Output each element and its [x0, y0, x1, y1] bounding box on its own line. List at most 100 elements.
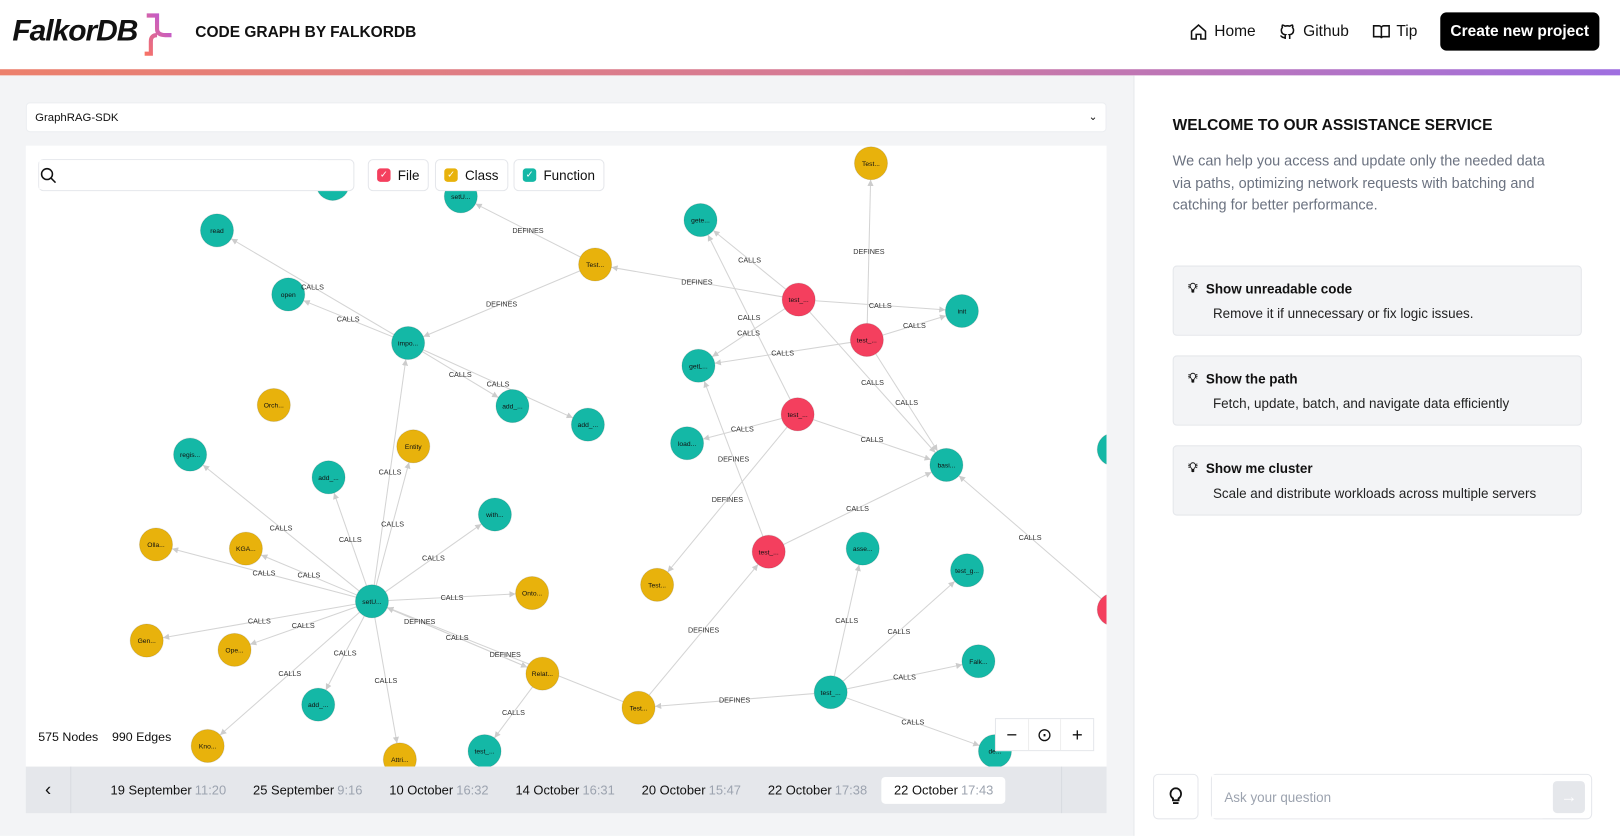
graph-node-class[interactable] [228, 531, 263, 566]
graph-node-file[interactable] [780, 397, 815, 432]
graph-edge[interactable] [333, 492, 367, 586]
graph-edge[interactable] [846, 697, 980, 747]
send-button[interactable]: → [1552, 781, 1585, 814]
graph-edge[interactable] [373, 359, 409, 586]
graph-node-class[interactable] [525, 656, 560, 691]
graph-node-function[interactable] [467, 734, 502, 767]
project-select[interactable]: GraphRAG-SDK ⌄ [25, 102, 1107, 133]
tips-button[interactable] [1153, 773, 1199, 820]
graph-edge[interactable] [202, 464, 360, 592]
graph-node-file[interactable] [1096, 593, 1107, 626]
graph-node-function[interactable] [813, 675, 848, 710]
timeline-commit[interactable]: 19 September 11:20 [98, 776, 238, 803]
timeline-commit[interactable]: 22 October 17:38 [755, 776, 879, 803]
graph-node-function[interactable] [311, 460, 346, 495]
question-input[interactable] [1211, 774, 1543, 819]
graph-edge[interactable] [375, 462, 411, 586]
graph-node-function[interactable] [944, 293, 979, 329]
graph-node-function[interactable] [681, 348, 716, 383]
graph-edge[interactable] [783, 471, 932, 545]
zoom-in-button[interactable]: + [1071, 723, 1083, 745]
graph-edge[interactable] [219, 611, 360, 736]
graph-node-function[interactable] [683, 203, 718, 238]
graph-node-class[interactable] [217, 632, 252, 667]
nav-github[interactable]: Github [1278, 22, 1349, 41]
graph-node-file[interactable] [849, 322, 884, 357]
suggestion-cluster[interactable]: 💡︎ Show me cluster Scale and distribute wo… [1172, 445, 1582, 516]
graph-edge[interactable] [648, 564, 759, 696]
graph-edge[interactable] [846, 662, 963, 690]
graph-node-function[interactable] [1096, 433, 1107, 466]
graph-node-class[interactable] [382, 742, 417, 767]
graph-node-function[interactable] [929, 447, 964, 482]
graph-edge[interactable] [882, 314, 947, 336]
filter-function[interactable]: ✓ Function [513, 159, 605, 192]
graph-edge[interactable] [611, 265, 783, 298]
graph-node-class[interactable] [853, 146, 889, 181]
filter-class[interactable]: ✓ Class [434, 159, 508, 192]
graph-node-class[interactable] [396, 429, 431, 464]
graph-edge[interactable] [713, 230, 787, 290]
timeline-commit[interactable]: 25 September 9:16 [241, 776, 375, 803]
graph-node-function[interactable] [173, 437, 208, 472]
graph-edge[interactable] [230, 238, 395, 336]
graph-edge[interactable] [387, 606, 624, 703]
graph-edge[interactable] [374, 617, 399, 744]
graph-node-function[interactable] [391, 325, 426, 361]
graph-node-class[interactable] [515, 576, 550, 611]
graph-edge[interactable] [475, 203, 581, 258]
graph-edge[interactable] [388, 591, 516, 601]
graph-edge[interactable] [711, 308, 786, 358]
graph-edge[interactable] [667, 426, 788, 573]
graph-edge[interactable] [702, 417, 782, 441]
center-button[interactable]: ⊙ [1029, 719, 1062, 751]
graph-edge[interactable] [714, 341, 851, 366]
timeline-prev-button[interactable]: ‹ [26, 766, 72, 814]
graph-edge[interactable] [385, 523, 482, 593]
timeline-commit[interactable]: 22 October 17:43 [881, 776, 1006, 804]
graph-node-function[interactable] [950, 553, 985, 588]
graph-node-class[interactable] [256, 387, 291, 423]
graph-edge[interactable] [386, 607, 528, 668]
nav-home[interactable]: Home [1190, 22, 1256, 41]
graph-node-function[interactable] [477, 497, 512, 532]
graph-edge[interactable] [813, 419, 931, 461]
graph-node-function[interactable] [271, 277, 306, 312]
graph-edge[interactable] [325, 615, 365, 691]
graph-edge[interactable] [654, 693, 815, 710]
graph-node-function[interactable] [495, 388, 530, 424]
graph-node-function[interactable] [354, 584, 389, 619]
graph-canvas[interactable]: Test... read setU... gete... Test... open test… [25, 145, 1107, 767]
graph-node-function[interactable] [845, 531, 880, 566]
graph-edge[interactable] [875, 353, 938, 452]
nav-tip[interactable]: Tip [1372, 22, 1417, 41]
graph-node-function[interactable] [570, 407, 605, 442]
graph-edge[interactable] [833, 564, 861, 677]
graph-search-input[interactable] [39, 160, 319, 190]
suggestion-show-path[interactable]: 💡︎ Show the path Fetch, update, batch, and… [1172, 355, 1582, 426]
graph-node-class[interactable] [129, 623, 164, 658]
graph-edge[interactable] [423, 270, 581, 338]
timeline-next-button[interactable] [1061, 766, 1106, 814]
filter-file[interactable]: ✓ File [367, 159, 429, 192]
graph-edge[interactable] [171, 547, 357, 598]
graph-edge[interactable] [809, 311, 936, 453]
graph-search[interactable] [38, 159, 355, 192]
graph-edge[interactable] [815, 300, 946, 313]
graph-edge[interactable] [842, 580, 956, 682]
graph-edge[interactable] [260, 554, 357, 596]
zoom-out-button[interactable]: − [996, 719, 1029, 751]
graph-svg[interactable]: Test... read setU... gete... Test... open test… [26, 146, 1107, 767]
graph-edge[interactable] [422, 349, 574, 419]
graph-node-class[interactable] [578, 247, 613, 282]
graph-node-class[interactable] [621, 690, 656, 725]
graph-edge[interactable] [162, 603, 356, 640]
graph-edge[interactable] [958, 475, 1102, 600]
graph-node-function[interactable] [199, 213, 235, 248]
timeline-commit[interactable]: 14 October 16:31 [503, 776, 627, 803]
graph-node-class[interactable] [190, 728, 225, 764]
create-project-button[interactable]: Create new project [1440, 12, 1600, 51]
graph-edge[interactable] [494, 686, 533, 739]
graph-node-class[interactable] [138, 527, 174, 562]
timeline-commit[interactable]: 10 October 16:32 [377, 776, 501, 803]
